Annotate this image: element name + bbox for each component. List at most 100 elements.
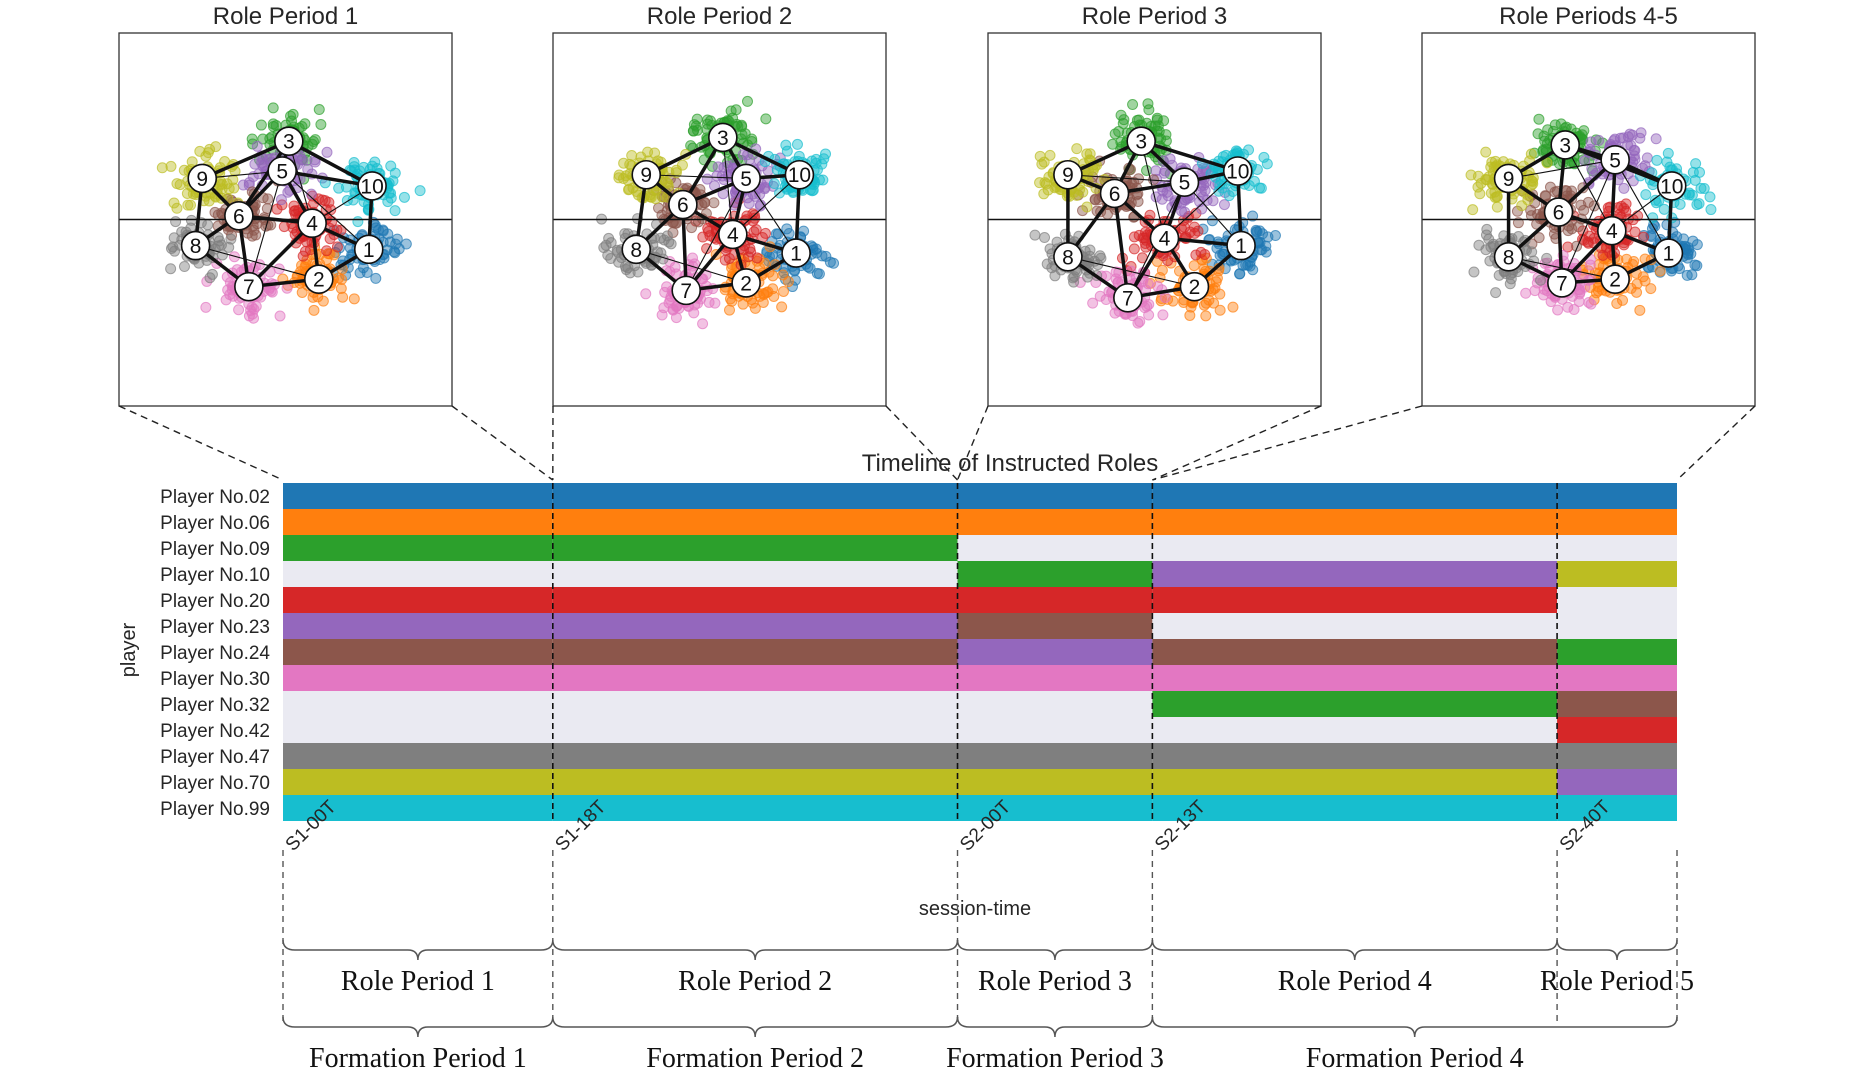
position-point <box>1131 114 1143 126</box>
position-point <box>1678 233 1690 245</box>
position-point <box>723 252 735 264</box>
position-point <box>237 179 249 191</box>
position-point <box>315 118 327 130</box>
position-point <box>1634 132 1646 144</box>
position-point <box>708 197 720 209</box>
panel-frame <box>118 32 453 407</box>
network-edge <box>1140 141 1166 239</box>
position-point <box>1662 147 1674 159</box>
role-bar <box>552 509 958 535</box>
role-bar <box>552 639 958 665</box>
period-brace <box>552 939 959 961</box>
role-node-label: 2 <box>1609 269 1621 292</box>
role-node-label: 1 <box>790 243 802 266</box>
player-labels: Player No.02 Player No.06 Player No.09 Play… <box>160 487 270 820</box>
position-point <box>810 157 822 169</box>
position-point <box>618 157 630 169</box>
position-point <box>1161 186 1173 198</box>
player-label: Player No.02 <box>160 487 270 508</box>
position-point <box>1532 128 1544 140</box>
position-point <box>202 147 214 159</box>
position-point <box>1132 317 1144 329</box>
position-point <box>391 233 403 245</box>
role-bar <box>1557 509 1677 535</box>
role-node-label: 5 <box>1179 172 1191 195</box>
position-point <box>1525 148 1537 160</box>
position-point <box>225 233 237 245</box>
position-point <box>248 312 260 324</box>
role-bar <box>552 717 958 743</box>
panel-frame <box>552 32 887 407</box>
role-bar <box>552 691 958 717</box>
position-point <box>1695 182 1707 194</box>
position-point <box>1134 316 1146 328</box>
role-bar <box>957 769 1153 795</box>
position-point <box>278 221 290 233</box>
role-period-label: Role Period 1 <box>341 966 495 997</box>
role-bar <box>957 717 1153 743</box>
position-point <box>1049 270 1061 282</box>
role-period-label: Role Period 2 <box>678 966 832 997</box>
player-label: Player No.23 <box>160 617 270 638</box>
player-label: Player No.20 <box>160 591 270 612</box>
position-point <box>1190 249 1202 261</box>
role-bar <box>552 743 958 769</box>
role-bar <box>552 613 958 639</box>
role-node <box>1099 178 1130 209</box>
position-point <box>688 119 700 131</box>
network-edge <box>646 174 747 180</box>
role-node-label: 8 <box>1503 246 1515 269</box>
player-label: Player No.32 <box>160 695 270 716</box>
position-point <box>1617 294 1629 306</box>
position-point <box>385 192 397 204</box>
period-boundaries <box>282 483 1678 1025</box>
position-point <box>1584 259 1596 271</box>
role-bar <box>957 535 1153 561</box>
position-point <box>1513 231 1525 243</box>
panel-frame <box>1421 32 1756 407</box>
position-point <box>352 216 364 228</box>
network-edge <box>732 174 800 235</box>
network-panel: 1 2 3 4 5 6 7 8 9 10 Role Periods 4-5 <box>1421 3 1756 407</box>
role-bar <box>552 587 958 613</box>
position-point <box>1208 297 1220 309</box>
position-point <box>1247 210 1259 222</box>
position-point <box>275 194 287 206</box>
position-point <box>333 182 345 194</box>
timeline-title: Timeline of Instructed Roles <box>862 450 1159 477</box>
player-label: Player No.70 <box>160 773 270 794</box>
position-point <box>1520 287 1532 299</box>
role-node-label: 6 <box>233 205 245 228</box>
position-point <box>1118 114 1130 126</box>
position-point <box>1157 309 1169 321</box>
role-node-label: 8 <box>1062 246 1074 269</box>
role-node <box>668 189 698 220</box>
position-point <box>776 301 788 313</box>
position-point <box>762 165 774 177</box>
network-edge <box>1508 256 1616 280</box>
position-point <box>1039 232 1051 244</box>
role-node-label: 7 <box>243 276 255 299</box>
role-bar <box>1152 665 1558 691</box>
position-point <box>1184 309 1196 321</box>
role-node-label: 10 <box>1660 175 1683 198</box>
role-node-label: 5 <box>1609 149 1621 172</box>
role-node <box>1169 167 1200 197</box>
position-point <box>1141 164 1153 176</box>
position-point <box>1251 163 1263 175</box>
position-point <box>1578 204 1590 216</box>
position-point <box>743 197 755 209</box>
position-point <box>393 243 405 255</box>
position-point <box>302 163 314 175</box>
role-bar <box>283 509 553 535</box>
position-point <box>1674 198 1686 210</box>
position-point <box>317 295 329 307</box>
position-point <box>224 289 236 301</box>
role-bar <box>1557 769 1677 795</box>
role-node <box>1600 264 1630 294</box>
network-edge <box>247 221 314 288</box>
role-node-label: 3 <box>283 131 295 154</box>
player-label: Player No.99 <box>160 799 270 820</box>
role-bar <box>1557 535 1677 561</box>
position-point <box>642 146 654 158</box>
